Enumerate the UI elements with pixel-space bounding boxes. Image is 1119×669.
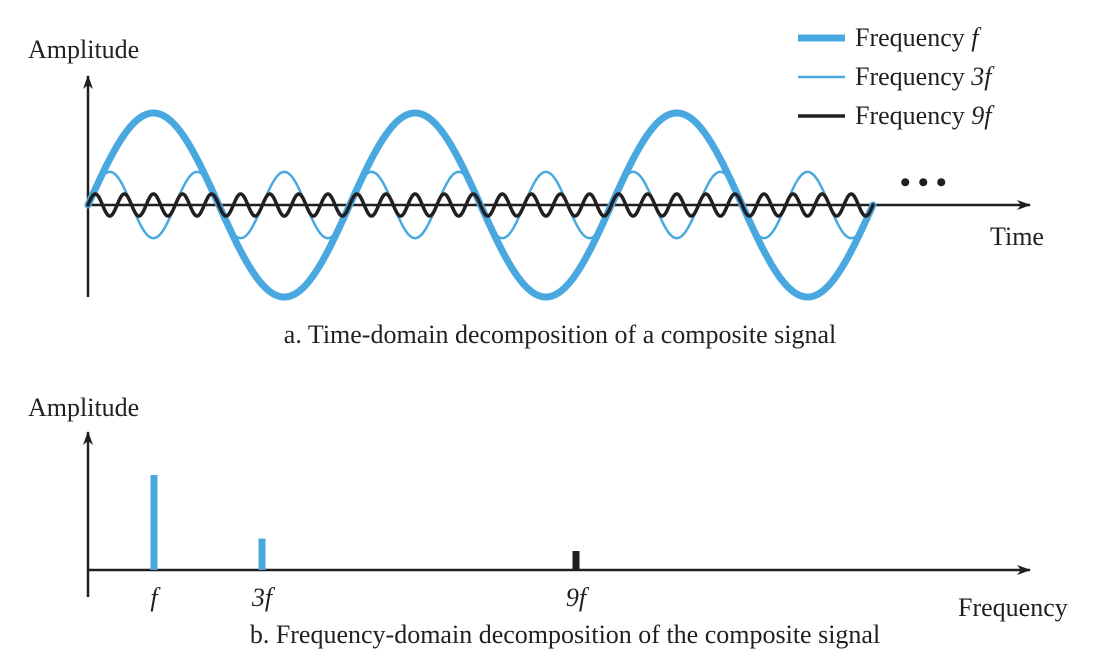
bar-9f [572,551,580,570]
time-y-axis-label: Amplitude [28,35,139,64]
time-x-axis-label: Time [990,222,1044,251]
freq-y-axis-label: Amplitude [28,393,139,422]
legend-item-frequency-9f: Frequency 9f [798,101,995,130]
legend-item-frequency-f: Frequency f [798,23,982,52]
tick-label-f: f [150,583,161,612]
freq-bars-group: f 3f 9f [150,475,590,612]
legend-item-frequency-3f: Frequency 3f [798,62,995,91]
freq-x-axis-label: Frequency [958,593,1068,622]
tick-label-3f: 3f [251,583,276,612]
time-domain-panel: Amplitude Time • • • Frequency f Frequen… [28,23,1044,349]
bar-3f [258,538,266,570]
continuation-dots: • • • [900,166,947,199]
bar-f [150,475,158,570]
frequency-domain-caption: b. Frequency-domain decomposition of the… [250,620,880,649]
time-domain-caption: a. Time-domain decomposition of a compos… [284,320,836,349]
legend-label-frequency-3f: Frequency 3f [855,62,995,91]
time-series-group [84,109,877,301]
frequency-domain-panel: Amplitude Frequency f 3f 9f b. Frequency-d… [28,393,1068,649]
legend-label-frequency-f: Frequency f [855,23,982,52]
legend-label-frequency-9f: Frequency 9f [855,101,995,130]
tick-label-9f: 9f [566,583,590,612]
legend: Frequency f Frequency 3f Frequency 9f [798,23,995,130]
series-line-frequency-9f [86,192,875,218]
